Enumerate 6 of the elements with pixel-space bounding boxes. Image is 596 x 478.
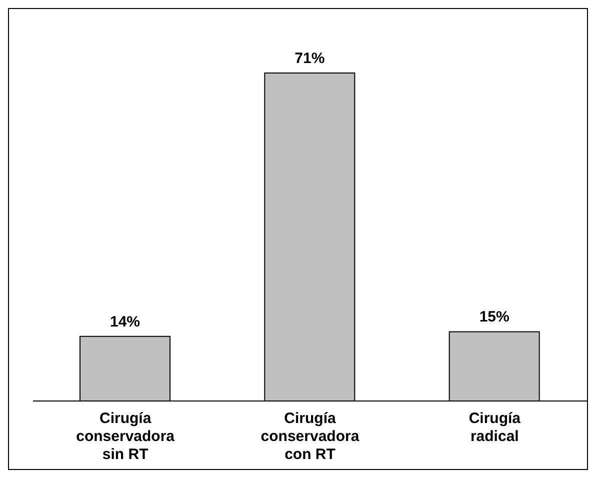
x-tick-label: Cirugía conservadora con RT <box>260 410 360 463</box>
data-label: 15% <box>479 308 510 326</box>
data-label: 71% <box>294 50 325 67</box>
x-tick-label: Cirugía radical <box>468 410 522 445</box>
data-label: 14% <box>110 313 140 330</box>
x-tick-label: Cirugía conservadora sin RT <box>76 410 176 463</box>
